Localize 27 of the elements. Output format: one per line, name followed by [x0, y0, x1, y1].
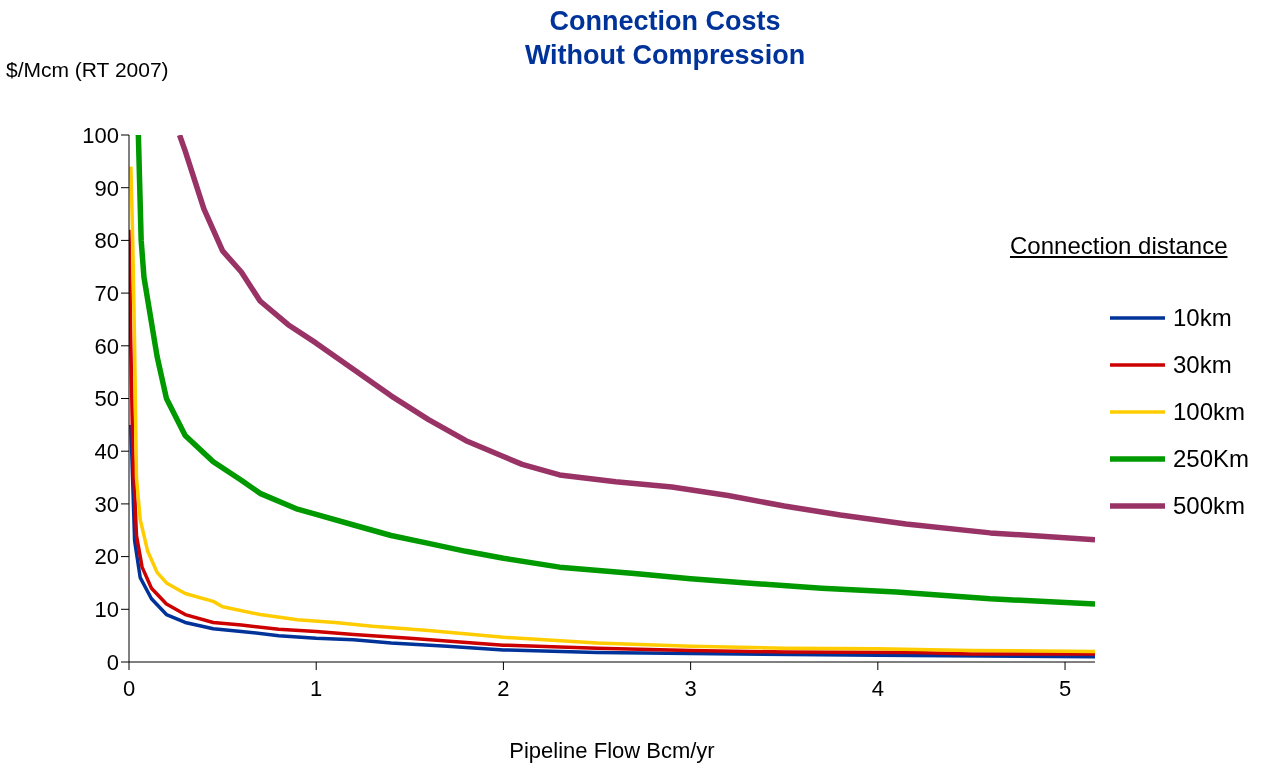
- legend-label: 250Km: [1173, 444, 1250, 473]
- y-tick-label: 10: [94, 597, 119, 623]
- x-tick-label: 3: [684, 675, 697, 701]
- y-tick-label: 90: [94, 175, 119, 201]
- legend-label: 100km: [1173, 397, 1246, 426]
- y-tick-label: 100: [82, 122, 119, 148]
- legend-title: Connection distance: [1010, 232, 1229, 260]
- y-tick-label: 50: [94, 386, 119, 412]
- y-axis-title: $/Mcm (RT 2007): [6, 58, 169, 82]
- y-tick-label: 80: [94, 228, 119, 254]
- x-tick-label: 1: [310, 675, 323, 701]
- x-tick-label: 2: [497, 675, 510, 701]
- y-tick-label: 60: [94, 333, 119, 359]
- y-tick-label: 20: [94, 544, 119, 570]
- y-tick-label: 0: [106, 649, 119, 675]
- chart-subtitle: Without Compression: [523, 39, 807, 72]
- y-tick-label: 70: [94, 280, 119, 306]
- x-tick-label: 0: [122, 675, 136, 701]
- x-tick-label: 5: [1058, 675, 1072, 701]
- x-tick-label: 4: [871, 675, 884, 701]
- legend-label: 30km: [1173, 350, 1232, 379]
- x-axis-title: Pipeline Flow Bcm/yr: [508, 738, 716, 764]
- y-tick-label: 40: [94, 439, 119, 465]
- legend-label: 10km: [1173, 303, 1232, 332]
- chart-title: Connection Costs: [548, 5, 782, 38]
- y-tick-label: 30: [94, 491, 119, 517]
- legend-label: 500km: [1173, 491, 1246, 520]
